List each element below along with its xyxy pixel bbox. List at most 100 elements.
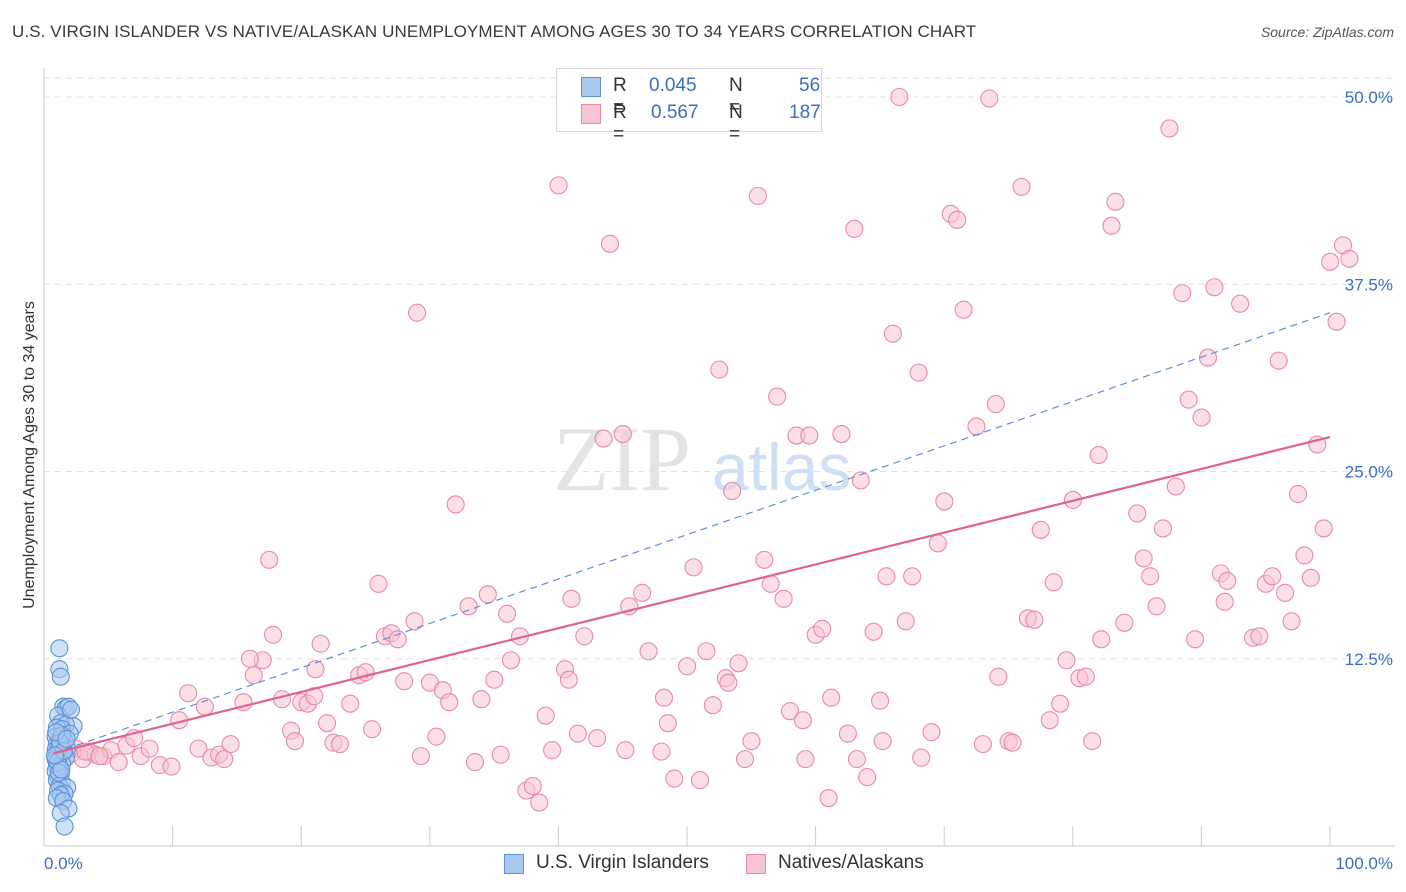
- point-natives: [870, 691, 890, 710]
- point-natives: [1179, 390, 1198, 409]
- point-natives: [845, 219, 864, 238]
- point-natives: [796, 750, 815, 769]
- point-natives: [1040, 711, 1059, 730]
- point-natives: [1083, 732, 1102, 751]
- data-points: [45, 87, 1359, 836]
- point-natives: [819, 789, 838, 808]
- point-natives: [427, 727, 446, 746]
- point-natives: [189, 739, 208, 758]
- point-natives: [395, 672, 414, 691]
- point-natives: [986, 395, 1005, 414]
- point-natives: [240, 649, 259, 668]
- point-virgin-islanders: [57, 729, 76, 748]
- point-natives: [800, 426, 819, 445]
- point-natives: [1076, 667, 1095, 686]
- point-natives: [639, 642, 658, 661]
- bottom-legend-swatch-blue: [504, 854, 524, 874]
- point-natives: [311, 634, 330, 653]
- point-natives: [1025, 610, 1044, 629]
- legend-r-value: 0.045: [649, 75, 697, 96]
- point-natives: [600, 234, 620, 253]
- point-natives: [1147, 597, 1166, 616]
- point-natives: [735, 750, 755, 769]
- point-natives: [501, 651, 521, 670]
- point-natives: [748, 186, 767, 205]
- point-natives: [832, 424, 851, 444]
- point-natives: [909, 363, 928, 382]
- legend-r-label: R =: [613, 75, 627, 118]
- point-natives: [1276, 583, 1295, 602]
- point-natives: [1141, 567, 1160, 586]
- point-natives: [244, 666, 263, 685]
- point-natives: [858, 768, 877, 787]
- point-natives: [1269, 351, 1288, 370]
- point-natives: [678, 657, 697, 676]
- point-natives: [1092, 630, 1111, 649]
- point-natives: [1250, 627, 1269, 646]
- point-natives: [285, 732, 304, 751]
- chart-title: U.S. VIRGIN ISLANDER VS NATIVE/ALASKAN U…: [12, 22, 977, 41]
- point-natives: [935, 492, 954, 511]
- point-natives: [793, 711, 812, 730]
- legend-n-label: N =: [729, 75, 743, 118]
- point-natives: [1301, 568, 1320, 587]
- point-natives: [588, 729, 607, 748]
- point-natives: [1186, 630, 1205, 649]
- point-natives: [813, 619, 832, 638]
- point-natives: [1089, 445, 1108, 465]
- point-natives: [446, 495, 465, 514]
- point-natives: [989, 667, 1008, 686]
- bottom-legend-label: U.S. Virgin Islanders: [536, 852, 709, 873]
- point-natives: [1327, 312, 1346, 331]
- point-natives: [1173, 284, 1192, 303]
- point-natives: [215, 750, 234, 769]
- point-natives: [523, 777, 542, 796]
- point-natives: [1166, 477, 1185, 496]
- point-natives: [318, 714, 337, 733]
- point-natives: [140, 739, 159, 758]
- point-natives: [719, 673, 738, 692]
- point-natives: [559, 670, 578, 689]
- point-natives: [162, 757, 181, 776]
- point-natives: [1231, 294, 1250, 313]
- point-natives: [877, 567, 896, 586]
- point-natives: [498, 604, 517, 623]
- legend-r-value: 0.567: [651, 102, 699, 123]
- point-natives: [922, 723, 941, 742]
- point-natives: [768, 387, 787, 406]
- point-natives: [1263, 567, 1282, 586]
- point-natives: [864, 622, 883, 641]
- point-natives: [1314, 519, 1333, 538]
- axes: [43, 68, 1395, 847]
- point-virgin-islanders: [50, 639, 69, 658]
- y-axis-label: Unemployment Among Ages 30 to 34 years: [21, 301, 38, 609]
- point-natives: [543, 741, 562, 760]
- point-natives: [1031, 520, 1050, 539]
- point-natives: [1153, 519, 1173, 538]
- point-natives: [1282, 612, 1301, 631]
- point-virgin-islanders: [55, 817, 74, 836]
- x-tick-label-min: 0.0%: [44, 854, 83, 873]
- point-natives: [613, 424, 632, 444]
- legend-swatch-pink: [581, 104, 601, 124]
- point-natives: [411, 747, 430, 766]
- point-natives: [1198, 348, 1218, 367]
- point-natives: [263, 625, 283, 644]
- point-natives: [1215, 592, 1234, 611]
- point-natives: [616, 741, 635, 760]
- point-natives: [549, 176, 568, 195]
- y-tick-label: 12.5%: [1345, 650, 1393, 669]
- point-natives: [369, 574, 388, 593]
- point-natives: [948, 210, 967, 229]
- point-natives: [405, 612, 424, 631]
- point-natives: [697, 642, 716, 661]
- point-natives: [1160, 119, 1179, 138]
- trend-line-virgin-islanders: [53, 312, 1331, 754]
- trend-line-natives: [53, 435, 1331, 755]
- point-natives: [774, 589, 793, 608]
- point-natives: [179, 684, 198, 703]
- point-natives: [690, 771, 710, 790]
- point-natives: [1003, 733, 1022, 752]
- point-natives: [890, 87, 909, 107]
